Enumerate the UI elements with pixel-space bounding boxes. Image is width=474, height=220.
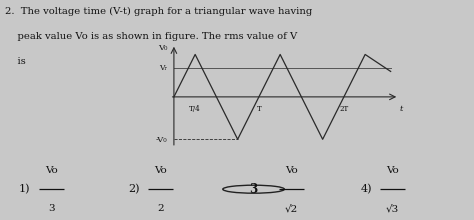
Text: 4): 4) xyxy=(360,184,372,194)
Text: 2.  The voltage time (V-t) graph for a triangular wave having: 2. The voltage time (V-t) graph for a tr… xyxy=(5,7,312,16)
Text: 3: 3 xyxy=(249,183,258,196)
Text: √2: √2 xyxy=(285,204,298,213)
Text: is: is xyxy=(5,57,26,66)
Text: 2T: 2T xyxy=(339,104,348,112)
Text: 1): 1) xyxy=(19,184,30,194)
Text: t: t xyxy=(400,104,403,112)
Text: V₀: V₀ xyxy=(158,44,167,52)
Text: T: T xyxy=(256,104,261,112)
Text: √3: √3 xyxy=(386,204,399,213)
Text: 2: 2 xyxy=(157,204,164,213)
Text: 2): 2) xyxy=(128,184,139,194)
Text: Vo: Vo xyxy=(45,166,57,175)
Text: Vo: Vo xyxy=(386,166,399,175)
Text: Vo: Vo xyxy=(154,166,166,175)
Text: -V₀: -V₀ xyxy=(155,136,167,144)
Text: Vo: Vo xyxy=(285,166,298,175)
Text: 3: 3 xyxy=(48,204,55,213)
Text: peak value Vo is as shown in figure. The rms value of V: peak value Vo is as shown in figure. The… xyxy=(5,32,297,41)
Text: T/4: T/4 xyxy=(189,104,201,112)
Text: Vᵣ: Vᵣ xyxy=(159,64,167,72)
